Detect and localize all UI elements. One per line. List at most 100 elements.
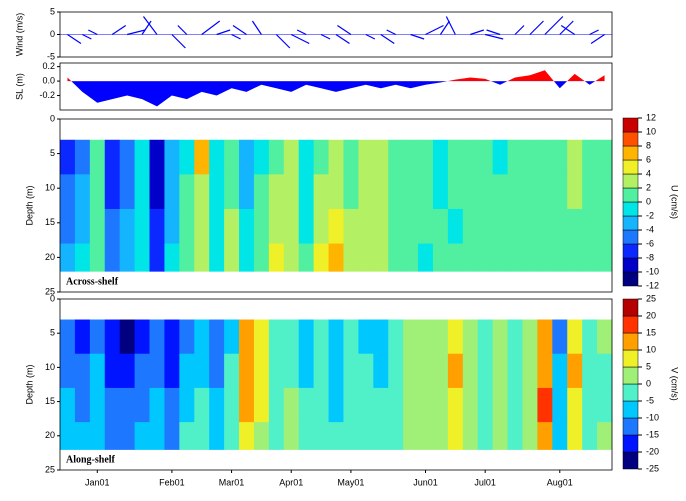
cell: [492, 319, 508, 355]
cell: [104, 174, 121, 210]
cell: [209, 139, 225, 175]
cell: [134, 208, 150, 244]
cell: [149, 139, 165, 175]
cell: [492, 139, 508, 175]
colorbar-bin: [622, 173, 639, 189]
colorbar-bin: [622, 400, 639, 419]
cell: [328, 174, 344, 210]
colorbar-tick-label: 12: [646, 112, 656, 122]
cell: [209, 319, 225, 355]
cell: [537, 243, 553, 272]
cell: [74, 139, 91, 175]
cell: [388, 387, 404, 423]
cell: [60, 174, 76, 210]
cell: [567, 139, 583, 175]
cell: [447, 387, 464, 423]
y-tick-label: 5: [50, 328, 55, 338]
cell: [507, 174, 523, 210]
cell: [418, 208, 434, 244]
cell: [89, 387, 106, 423]
cell: [268, 319, 285, 355]
cell: [313, 319, 329, 355]
cell: [283, 422, 300, 450]
wind-stick: [201, 20, 221, 35]
cell: [60, 422, 76, 450]
cell: [104, 387, 121, 423]
cell: [432, 387, 449, 423]
cell: [552, 208, 568, 244]
cell: [537, 208, 553, 244]
cell: [492, 387, 508, 423]
colorbar-bin: [622, 257, 639, 273]
cell: [462, 243, 479, 272]
cell: [60, 319, 76, 355]
cell: [582, 243, 598, 272]
cell: [164, 353, 180, 389]
cell: [283, 387, 300, 423]
colorbar-tick-label: -10: [646, 412, 659, 422]
cell: [537, 422, 553, 450]
cell: [74, 208, 91, 244]
cell: [418, 319, 434, 355]
wind-stick: [529, 20, 544, 35]
cell: [522, 353, 538, 389]
cell: [477, 208, 494, 244]
x-tick-label: Apr01: [279, 477, 303, 487]
colorbar-bin: [622, 315, 639, 334]
cell: [432, 139, 449, 175]
cell: [179, 174, 195, 210]
cell: [522, 174, 538, 210]
y-tick-label: 0.0: [42, 75, 55, 85]
cell: [298, 174, 315, 210]
colorbar-tick-label: -4: [646, 224, 654, 234]
cell: [582, 353, 598, 389]
cell: [462, 422, 479, 450]
cell: [268, 139, 285, 175]
cell: [119, 353, 135, 389]
cell: [403, 208, 419, 244]
cell: [373, 319, 389, 355]
wind-stick: [88, 29, 98, 36]
cell: [119, 139, 135, 175]
cell: [239, 319, 255, 355]
cell: [567, 243, 583, 272]
cell: [552, 353, 568, 389]
cell: [119, 422, 135, 450]
cell: [209, 174, 225, 210]
cell: [209, 243, 225, 272]
cell: [253, 422, 270, 450]
cell: [149, 243, 165, 272]
y-axis-label: Wind (m/s): [14, 13, 24, 57]
x-tick-label: Jun01: [413, 477, 438, 487]
cell: [552, 243, 568, 272]
colorbar-tick-label: -2: [646, 210, 654, 220]
cell: [418, 353, 434, 389]
cell: [507, 243, 523, 272]
colorbar-bin: [622, 159, 639, 175]
cell: [522, 139, 538, 175]
colorbar-tick-label: 20: [646, 310, 656, 320]
colorbar-bin: [622, 187, 639, 203]
cell: [313, 208, 329, 244]
cell: [388, 208, 404, 244]
y-tick-label: -0.2: [39, 90, 55, 100]
cell: [253, 208, 270, 244]
cell: [224, 208, 240, 244]
cell: [209, 353, 225, 389]
colorbar-tick-label: -20: [646, 446, 659, 456]
cell: [597, 174, 613, 210]
y-tick-label: 0: [50, 29, 55, 39]
wind-stick: [445, 16, 456, 35]
cell: [388, 319, 404, 355]
colorbar-tick-label: 6: [646, 154, 651, 164]
cell: [60, 139, 76, 175]
colorbar-bin: [622, 215, 639, 231]
cell: [492, 243, 508, 272]
cell: [179, 319, 195, 355]
cell: [134, 243, 150, 272]
x-tick-label: May01: [337, 477, 364, 487]
cell: [313, 139, 329, 175]
cell: [134, 387, 150, 423]
cell: [477, 422, 494, 450]
